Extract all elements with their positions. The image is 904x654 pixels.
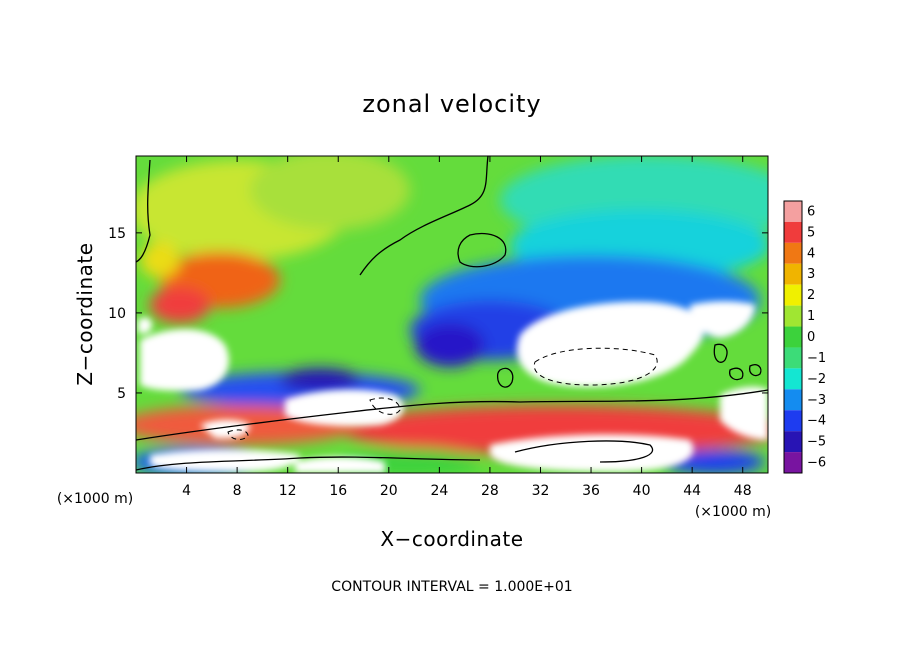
colorbar-label: −4 <box>807 414 826 429</box>
colorbar: 6 5 4 3 2 1 0 −1 −2 −3 −4 −5 −6 <box>783 200 826 474</box>
colorbar-label: 1 <box>807 309 815 324</box>
colorbar-swatch <box>784 368 802 390</box>
colorbar-label: 5 <box>807 225 815 240</box>
colorbar-swatch <box>784 221 802 243</box>
chart-title: zonal velocity <box>362 90 541 118</box>
x-axis-label: X−coordinate <box>380 527 523 551</box>
y-axis-ticks: 5 10 15 <box>108 226 768 402</box>
colorbar-label: 4 <box>807 246 815 261</box>
colorbar-label: 0 <box>807 330 815 345</box>
colorbar-swatch <box>784 305 802 327</box>
plot-frame <box>135 155 769 474</box>
colorbar-label: 6 <box>807 204 815 219</box>
heatmap-field <box>136 156 768 473</box>
x-tick-label: 4 <box>182 483 191 499</box>
x-tick-label: 32 <box>532 483 550 499</box>
colorbar-frame <box>783 200 803 474</box>
x-tick-label: 36 <box>582 483 600 499</box>
colorbar-label: −1 <box>807 351 826 366</box>
colorbar-swatch <box>784 242 802 264</box>
colorbar-label: −2 <box>807 372 826 387</box>
y-tick-label: 10 <box>108 306 126 322</box>
colorbar-swatch <box>784 201 802 222</box>
colorbar-swatch <box>784 389 802 411</box>
x-tick-label: 28 <box>481 483 499 499</box>
x-unit-label-left: (×1000 m) <box>57 491 133 507</box>
colorbar-label: 3 <box>807 267 815 282</box>
colorbar-swatch <box>784 347 802 369</box>
x-tick-label: 44 <box>683 483 701 499</box>
x-unit-label-right: (×1000 m) <box>695 504 771 520</box>
colorbar-swatch <box>784 263 802 285</box>
colorbar-label: −3 <box>807 393 826 408</box>
x-axis-ticks: 4 8 12 16 20 24 28 32 36 40 44 48 <box>182 156 752 499</box>
colorbar-label: −5 <box>807 435 826 450</box>
colorbar-label: 2 <box>807 288 815 303</box>
colorbar-swatch <box>784 431 802 453</box>
y-tick-label: 15 <box>108 226 126 242</box>
contour-interval-note: CONTOUR INTERVAL = 1.000E+01 <box>331 579 572 595</box>
colorbar-swatch <box>784 410 802 432</box>
x-tick-label: 40 <box>633 483 651 499</box>
x-tick-label: 20 <box>380 483 398 499</box>
colorbar-swatch <box>784 452 802 473</box>
colorbar-swatch <box>784 326 802 348</box>
x-tick-label: 24 <box>430 483 448 499</box>
x-tick-label: 48 <box>734 483 752 499</box>
x-tick-label: 16 <box>329 483 347 499</box>
y-tick-label: 5 <box>117 386 126 402</box>
y-axis-label: Z−coordinate <box>73 242 97 385</box>
colorbar-swatch <box>784 284 802 306</box>
x-tick-label: 12 <box>279 483 297 499</box>
colorbar-label: −6 <box>807 456 826 471</box>
x-tick-label: 8 <box>233 483 242 499</box>
